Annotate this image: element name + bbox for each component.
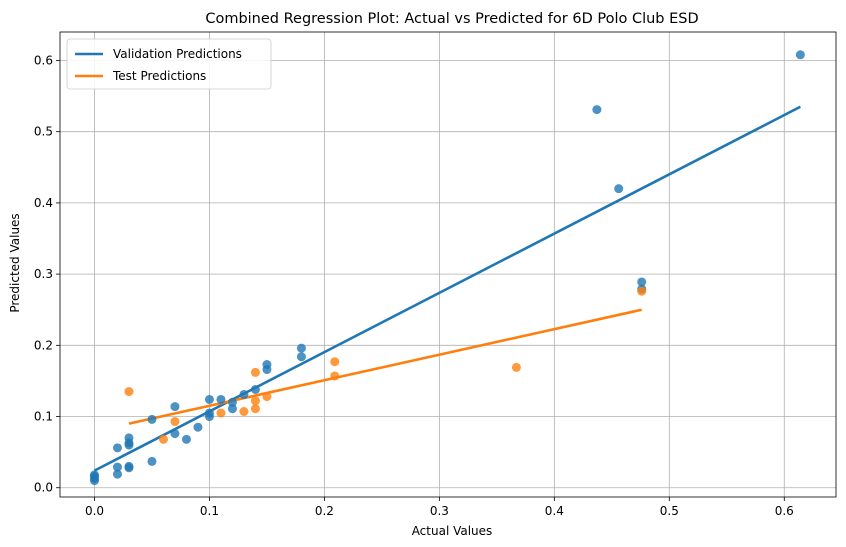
validation-point [170, 429, 180, 439]
y-axis-label: Predicted Values [8, 213, 22, 312]
validation-point [239, 389, 249, 399]
validation-point [112, 443, 122, 453]
validation-point [296, 352, 306, 362]
validation-point [262, 360, 272, 370]
legend-test-label: Test Predictions [112, 69, 206, 83]
validation-point [614, 184, 624, 194]
test-point [250, 404, 260, 414]
y-tick-label: 0.0 [34, 481, 53, 495]
validation-fit-line [93, 105, 801, 472]
x-tick-label: 0.4 [545, 504, 564, 518]
x-tick-label: 0.1 [200, 504, 219, 518]
y-tick-label: 0.5 [34, 125, 53, 139]
legend-validation-label: Validation Predictions [113, 47, 242, 61]
validation-point [112, 462, 122, 472]
test-point [239, 407, 249, 417]
scatter-points [89, 50, 805, 486]
axis-ticks: 0.0 0.1 0.2 0.3 0.4 0.5 0.6 0.0 0.1 0.2 0.3 0.4 0.5 0… [34, 53, 794, 518]
validation-point [204, 394, 214, 404]
validation-point [592, 105, 602, 115]
validation-point [250, 384, 260, 394]
validation-point [795, 50, 805, 60]
validation-point [296, 343, 306, 353]
test-point [330, 371, 340, 381]
test-point [170, 417, 180, 427]
regression-lines [93, 105, 801, 472]
validation-point [204, 408, 214, 418]
chart-title: Combined Regression Plot: Actual vs Pred… [205, 11, 698, 27]
validation-point [124, 461, 134, 471]
test-point [250, 396, 260, 406]
test-point [637, 286, 647, 296]
x-axis-label: Actual Values [412, 524, 493, 538]
validation-point [181, 434, 191, 444]
x-tick-label: 0.5 [660, 504, 679, 518]
y-tick-label: 0.3 [34, 267, 53, 281]
y-tick-label: 0.6 [34, 53, 53, 67]
legend-box [66, 38, 272, 90]
y-tick-label: 0.1 [34, 410, 53, 424]
grid [60, 32, 836, 497]
x-tick-label: 0.0 [85, 504, 104, 518]
legend: Validation Predictions Test Predictions [66, 38, 272, 90]
validation-point [216, 394, 226, 404]
validation-point [124, 433, 134, 443]
test-point [250, 367, 260, 377]
validation-point [112, 469, 122, 479]
x-tick-label: 0.2 [315, 504, 334, 518]
plot-frame [59, 31, 837, 498]
validation-point [227, 397, 237, 407]
test-point [262, 392, 272, 402]
validation-point [147, 414, 157, 424]
validation-point [193, 422, 203, 432]
x-tick-label: 0.3 [430, 504, 449, 518]
test-fit-line [128, 308, 642, 425]
validation-point [637, 277, 647, 287]
y-tick-label: 0.2 [34, 338, 53, 352]
test-point [216, 408, 226, 418]
validation-point [89, 470, 99, 480]
test-point [158, 434, 168, 444]
validation-point [227, 404, 237, 414]
x-tick-label: 0.6 [775, 504, 794, 518]
test-point [330, 357, 340, 367]
test-point [511, 362, 521, 372]
test-point [124, 387, 134, 397]
validation-point [170, 402, 180, 412]
y-tick-label: 0.4 [34, 196, 53, 210]
validation-point [147, 456, 157, 466]
